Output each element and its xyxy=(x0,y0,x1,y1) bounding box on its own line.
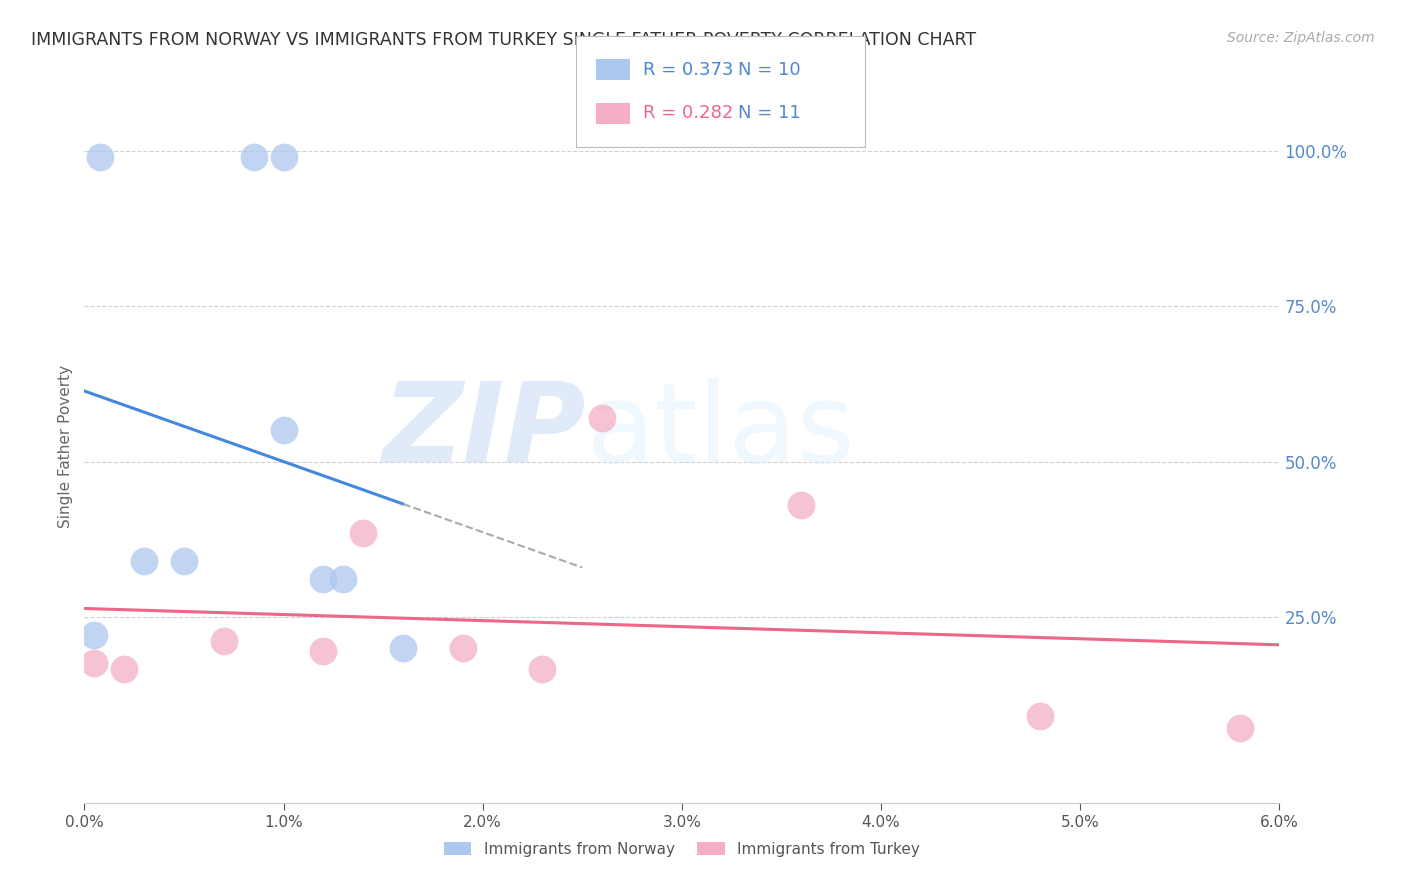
Point xyxy=(591,411,613,425)
Text: R = 0.373: R = 0.373 xyxy=(643,61,733,78)
Point xyxy=(273,151,295,165)
Point xyxy=(89,151,111,165)
Point xyxy=(212,634,235,648)
Text: IMMIGRANTS FROM NORWAY VS IMMIGRANTS FROM TURKEY SINGLE FATHER POVERTY CORRELATI: IMMIGRANTS FROM NORWAY VS IMMIGRANTS FRO… xyxy=(31,31,976,49)
Point xyxy=(1029,709,1052,723)
Text: atlas: atlas xyxy=(586,378,855,485)
Legend: Immigrants from Norway, Immigrants from Turkey: Immigrants from Norway, Immigrants from … xyxy=(437,836,927,863)
Point xyxy=(312,644,335,658)
Text: R = 0.282: R = 0.282 xyxy=(643,104,733,122)
Point xyxy=(332,573,354,587)
Text: ZIP: ZIP xyxy=(382,378,586,485)
Point xyxy=(273,424,295,438)
Point xyxy=(531,662,554,676)
Point xyxy=(392,640,415,655)
Point xyxy=(83,628,105,642)
Point xyxy=(352,525,374,540)
Point xyxy=(83,656,105,670)
Point xyxy=(242,151,264,165)
Text: Source: ZipAtlas.com: Source: ZipAtlas.com xyxy=(1227,31,1375,45)
Point xyxy=(1229,722,1251,736)
Text: N = 10: N = 10 xyxy=(738,61,801,78)
Point xyxy=(312,573,335,587)
Point xyxy=(112,662,135,676)
Point xyxy=(173,554,195,568)
Point xyxy=(451,640,474,655)
Point xyxy=(132,554,156,568)
Point xyxy=(790,498,813,512)
Text: N = 11: N = 11 xyxy=(738,104,801,122)
Y-axis label: Single Father Poverty: Single Father Poverty xyxy=(58,365,73,527)
